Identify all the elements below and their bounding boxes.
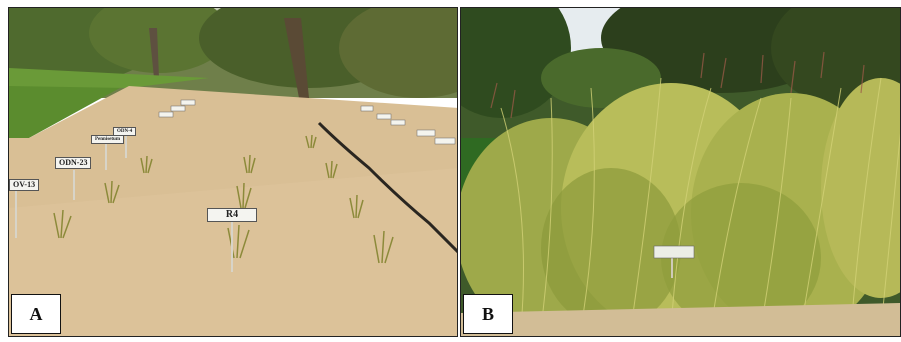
tag-post [231,222,233,272]
tag-post [15,188,17,238]
plot-tag: Pennisetum [91,135,124,144]
photo-panel-a: ODN-23 R4 OV-13 Pennisetum ODN-4 A [8,7,458,337]
plot-tag: R4 [207,208,257,222]
plot-tag: ODN-23 [55,157,92,169]
panel-label-b: B [463,294,513,334]
photo-panel-b: B [460,7,901,337]
plot-tag: OV-13 [9,179,40,191]
nursery-plot-photo [9,8,457,336]
plot-tag: ODN-4 [113,127,137,136]
tag-post [105,142,107,170]
tag-post [73,170,75,200]
grass-clumps-photo [461,8,900,336]
tag-post [125,134,127,158]
panel-label-a: A [11,294,61,334]
